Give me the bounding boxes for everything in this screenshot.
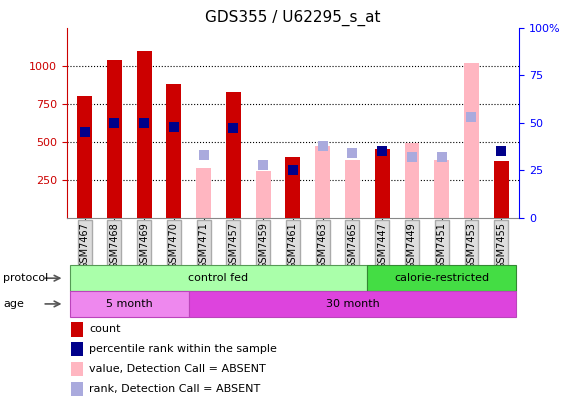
Bar (367, 265, 516, 291)
Bar (226, 91, 241, 218)
Bar (188, 291, 516, 317)
Bar (196, 168, 211, 218)
Bar (71, 342, 83, 356)
Text: control fed: control fed (188, 273, 249, 283)
Point (496, 148, 506, 154)
Point (110, 120, 119, 126)
Bar (166, 84, 182, 218)
Point (80, 129, 89, 135)
Text: rank, Detection Call = ABSENT: rank, Detection Call = ABSENT (89, 384, 260, 394)
Bar (71, 362, 83, 376)
Point (378, 148, 387, 154)
Point (348, 150, 357, 156)
Title: GDS355 / U62295_s_at: GDS355 / U62295_s_at (205, 10, 380, 27)
Point (437, 154, 447, 160)
Bar (434, 160, 449, 218)
Bar (256, 171, 271, 218)
Text: 5 month: 5 month (106, 299, 153, 309)
Text: count: count (89, 324, 121, 335)
Bar (71, 382, 83, 396)
Point (229, 125, 238, 131)
Point (199, 152, 208, 158)
Point (467, 114, 476, 120)
Bar (71, 322, 83, 337)
Bar (345, 160, 360, 218)
Point (259, 162, 268, 168)
Bar (404, 143, 419, 218)
Text: protocol: protocol (3, 273, 48, 283)
Bar (137, 51, 151, 218)
Bar (375, 149, 390, 218)
Bar (77, 96, 92, 218)
Bar (107, 60, 122, 218)
Point (169, 124, 179, 130)
Text: age: age (3, 299, 24, 309)
Bar (315, 146, 330, 218)
Point (318, 143, 327, 149)
Point (496, 148, 506, 154)
Text: calorie-restricted: calorie-restricted (394, 273, 490, 283)
Text: 30 month: 30 month (325, 299, 379, 309)
Bar (494, 161, 509, 218)
Text: value, Detection Call = ABSENT: value, Detection Call = ABSENT (89, 364, 266, 374)
Point (407, 154, 416, 160)
Bar (464, 63, 479, 218)
Bar (285, 157, 300, 218)
Point (288, 167, 298, 173)
Text: percentile rank within the sample: percentile rank within the sample (89, 344, 277, 354)
Bar (70, 265, 367, 291)
Point (288, 167, 298, 173)
Bar (70, 291, 188, 317)
Point (139, 120, 148, 126)
